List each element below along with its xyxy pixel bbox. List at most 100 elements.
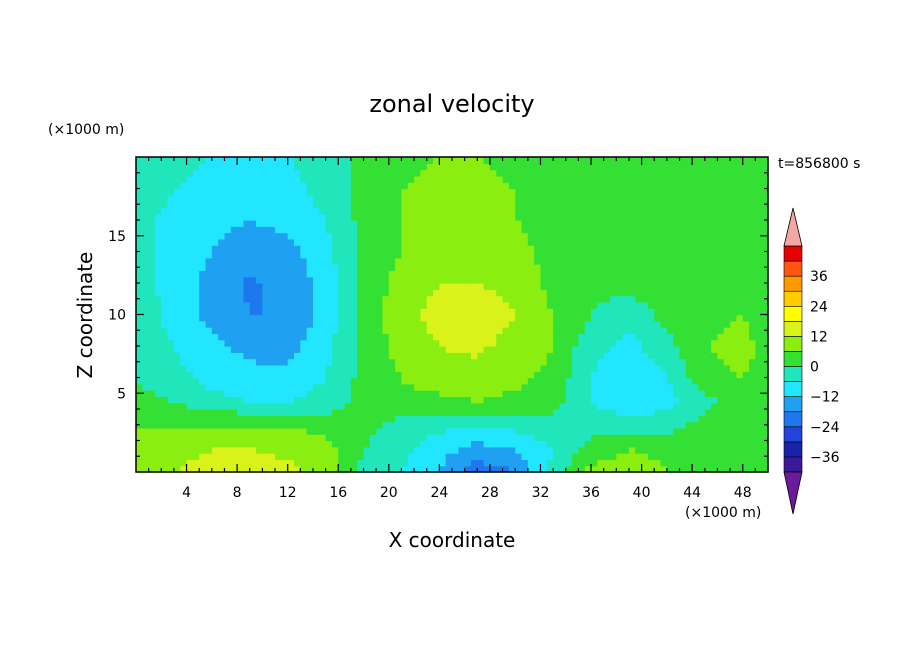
- field-cell: [717, 427, 725, 435]
- field-cell: [325, 157, 333, 164]
- field-cell: [243, 207, 251, 215]
- field-cell: [641, 465, 649, 473]
- field-cell: [610, 264, 617, 271]
- field-cell: [704, 283, 712, 290]
- field-cell: [363, 213, 371, 221]
- field-cell: [312, 301, 320, 309]
- field-cell: [565, 257, 573, 265]
- field-cell: [660, 213, 668, 221]
- field-cell: [666, 320, 674, 328]
- field-cell: [186, 339, 194, 347]
- field-cell: [483, 390, 491, 397]
- field-cell: [527, 163, 535, 171]
- field-cell: [439, 440, 447, 448]
- field-cell: [470, 207, 478, 215]
- field-cell: [591, 339, 598, 347]
- field-cell: [382, 289, 390, 297]
- field-cell: [300, 427, 308, 435]
- field-cell: [167, 201, 175, 208]
- field-cell: [673, 295, 681, 303]
- field-cell: [407, 371, 415, 379]
- field-cell: [508, 358, 516, 366]
- field-cell: [275, 427, 282, 435]
- field-cell: [565, 207, 573, 215]
- field-cell: [578, 283, 586, 290]
- field-cell: [591, 308, 598, 316]
- field-cell: [749, 446, 756, 454]
- field-cell: [692, 301, 700, 309]
- field-cell: [350, 402, 358, 410]
- field-cell: [483, 157, 491, 164]
- field-cell: [679, 358, 687, 366]
- field-cell: [742, 169, 750, 177]
- field-cell: [439, 194, 447, 202]
- field-cell: [692, 377, 700, 385]
- field-cell: [395, 188, 403, 196]
- field-cell: [173, 453, 181, 460]
- field-cell: [445, 390, 453, 397]
- field-cell: [755, 220, 763, 227]
- field-cell: [350, 440, 358, 448]
- field-cell: [540, 339, 548, 347]
- field-cell: [730, 201, 737, 208]
- field-cell: [521, 201, 529, 208]
- field-cell: [515, 333, 523, 341]
- field-cell: [180, 301, 188, 309]
- field-cell: [173, 459, 181, 467]
- field-cell: [268, 440, 276, 448]
- field-cell: [591, 238, 598, 246]
- field-cell: [136, 440, 143, 448]
- field-cell: [685, 182, 693, 190]
- field-cell: [521, 352, 529, 360]
- field-cell: [180, 465, 188, 473]
- field-cell: [338, 421, 346, 429]
- field-cell: [622, 213, 630, 221]
- field-cell: [294, 295, 301, 303]
- field-cell: [249, 383, 257, 391]
- field-cell: [736, 453, 744, 460]
- field-cell: [325, 245, 333, 253]
- field-cell: [584, 226, 592, 234]
- field-cell: [186, 358, 194, 366]
- field-cell: [685, 283, 693, 290]
- field-cell: [483, 453, 491, 460]
- field-cell: [262, 383, 270, 391]
- field-cell: [477, 257, 485, 265]
- field-cell: [382, 427, 390, 435]
- field-cell: [477, 364, 485, 372]
- field-cell: [698, 220, 706, 227]
- field-cell: [161, 251, 169, 259]
- field-cell: [521, 251, 529, 259]
- field-cell: [312, 220, 320, 227]
- field-cell: [249, 308, 257, 316]
- field-cell: [186, 169, 194, 177]
- field-cell: [294, 427, 301, 435]
- field-cell: [445, 415, 453, 423]
- field-cell: [502, 163, 510, 171]
- field-cell: [458, 352, 466, 360]
- field-cell: [369, 276, 377, 284]
- field-cell: [647, 301, 655, 309]
- field-cell: [616, 276, 624, 284]
- field-cell: [395, 409, 403, 416]
- field-cell: [711, 289, 719, 297]
- field-cell: [736, 295, 744, 303]
- field-cell: [407, 346, 415, 353]
- field-cell: [344, 320, 352, 328]
- field-cell: [749, 194, 756, 202]
- field-cell: [161, 301, 169, 309]
- field-cell: [369, 371, 377, 379]
- field-cell: [211, 327, 219, 334]
- field-cell: [641, 175, 649, 183]
- field-cell: [452, 201, 459, 208]
- field-cell: [319, 207, 327, 215]
- field-cell: [148, 427, 156, 435]
- field-cell: [154, 213, 162, 221]
- field-cell: [395, 327, 403, 334]
- field-cell: [641, 301, 649, 309]
- field-cell: [502, 352, 510, 360]
- field-cell: [698, 396, 706, 404]
- field-cell: [218, 339, 226, 347]
- field-cell: [319, 434, 327, 442]
- field-cell: [534, 453, 542, 460]
